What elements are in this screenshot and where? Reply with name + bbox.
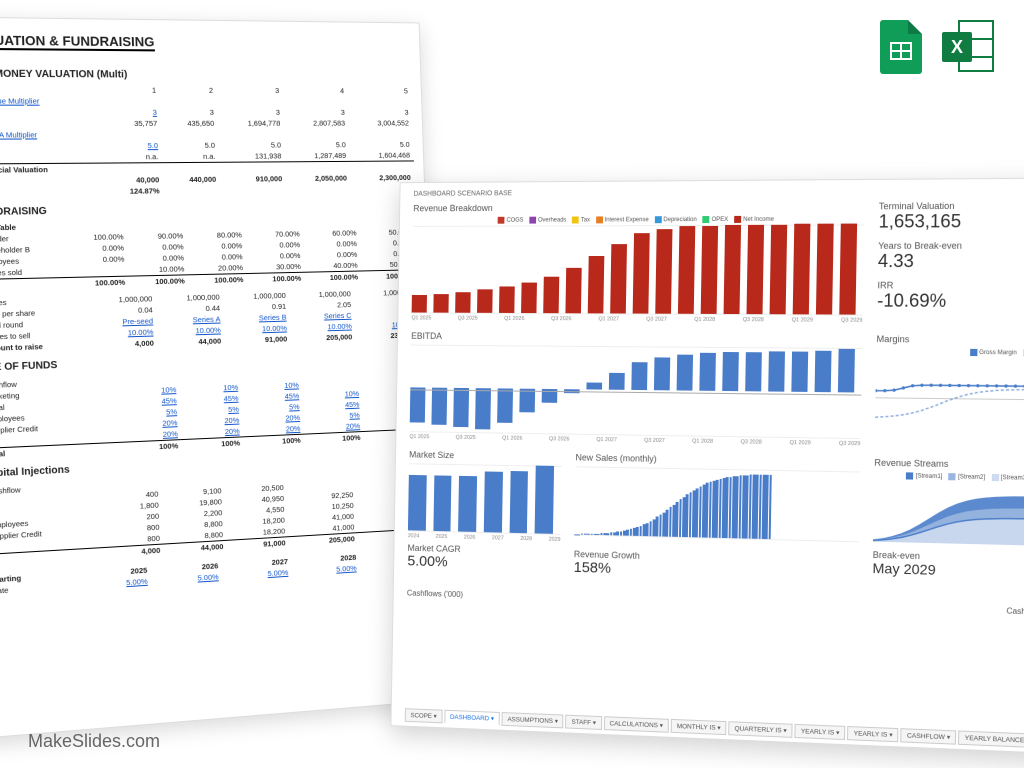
market-size-chart bbox=[408, 463, 562, 535]
market-xlabels: 202420252026202720282029 bbox=[408, 533, 561, 543]
sheet-tab[interactable]: ASSUMPTIONS ▾ bbox=[502, 712, 564, 728]
premoney-heading: PRE-MONEY VALUATION (Multi) bbox=[0, 68, 411, 81]
sheet-tab[interactable]: YEARLY IS ▾ bbox=[795, 724, 846, 740]
cashflows-label: Cashflows ('000) bbox=[407, 589, 463, 599]
brand-label: MakeSlides.com bbox=[28, 731, 160, 752]
new-sales-chart bbox=[574, 466, 860, 542]
sheet-tab[interactable]: STAFF ▾ bbox=[566, 715, 602, 730]
dashboard-header: DASHBOARD SCENARIO BASE bbox=[414, 187, 1024, 198]
use-of-funds-table: CashflowMarketing10%10%10%Legal45%45%45%… bbox=[0, 362, 423, 460]
revenue-legend: COGSOverheadsTaxInterest ExpenseDeprecia… bbox=[413, 215, 864, 224]
ebitda-panel: EBITDA Q1 2025Q3 2025Q1 2026Q3 2026Q1 20… bbox=[409, 331, 862, 447]
new-sales-panel: New Sales (monthly) Revenue Growth 158% bbox=[573, 453, 860, 592]
revenue-multiplier-link[interactable]: Revenue Multiplier bbox=[0, 95, 99, 106]
irr-value: -10.69% bbox=[877, 290, 1024, 312]
sheet-tab[interactable]: DASHBOARD ▾ bbox=[444, 710, 500, 726]
dashboard-spreadsheet: DASHBOARD SCENARIO BASE Revenue Breakdow… bbox=[391, 177, 1024, 754]
revenue-xlabels: Q1 2025Q3 2025Q1 2026Q3 2026Q1 2027Q3 20… bbox=[411, 315, 862, 323]
margins-chart bbox=[875, 357, 1024, 441]
premoney-table: 12345 Revenue Multiplier 33333 35,757435… bbox=[0, 84, 415, 199]
breakeven-month-value: May 2029 bbox=[872, 560, 1024, 581]
cap-table: Cap TableFounder100.00%90.00%80.00%70.00… bbox=[0, 216, 418, 292]
sheet-tab[interactable]: YEARLY IS ▾ bbox=[847, 726, 898, 742]
revenue-breakdown-panel: Revenue Breakdown COGSOverheadsTaxIntere… bbox=[411, 201, 864, 324]
margins-panel: Margins Gross MarginNet Margin bbox=[875, 334, 1024, 451]
sheet-tab[interactable]: QUARTERLY IS ▾ bbox=[728, 721, 792, 738]
sheet-tab[interactable]: CALCULATIONS ▾ bbox=[604, 716, 669, 733]
fundraising-heading: FUNDRAISING bbox=[0, 201, 416, 218]
market-size-panel: Market Size 202420252026202720282029 Mar… bbox=[407, 450, 562, 584]
valuation-spreadsheet: VALUATION & FUNDRAISING PRE-MONEY VALUAT… bbox=[0, 17, 442, 740]
breakeven-years-value: 4.33 bbox=[878, 251, 1024, 273]
shares-table: Shares1,000,0001,000,0001,000,0001,000,0… bbox=[0, 287, 420, 354]
kpi-column: Terminal Valuation 1,653,165 Years to Br… bbox=[877, 200, 1024, 325]
sheet-tab[interactable]: MONTHLY IS ▾ bbox=[671, 719, 727, 735]
excel-icon: X bbox=[942, 20, 994, 72]
sheet-tab[interactable]: SCOPE ▾ bbox=[405, 708, 443, 723]
cash-balance-label: Cash Balance bbox=[1006, 606, 1024, 617]
file-format-icons: X bbox=[880, 20, 994, 74]
revenue-breakdown-chart bbox=[412, 225, 865, 316]
sheet-tab[interactable]: CASHFLOW ▾ bbox=[901, 728, 957, 745]
ebitda-chart bbox=[410, 345, 862, 440]
ebitda-multiplier-link[interactable]: EBITDA Multiplier bbox=[0, 129, 100, 141]
sheet-tabs: SCOPE ▾DASHBOARD ▾ASSUMPTIONS ▾STAFF ▾CA… bbox=[405, 708, 1024, 749]
sheet-title: VALUATION & FUNDRAISING bbox=[0, 32, 155, 51]
google-sheets-icon bbox=[880, 20, 922, 74]
revenue-streams-chart bbox=[873, 481, 1024, 548]
sheet-tab[interactable]: YEARLY BALANCE ▾ bbox=[958, 731, 1024, 749]
terminal-valuation-value: 1,653,165 bbox=[878, 211, 1024, 233]
revenue-streams-panel: Revenue Streams [Stream1][Stream2][Strea… bbox=[872, 458, 1024, 598]
market-cagr-value: 5.00% bbox=[407, 553, 560, 574]
